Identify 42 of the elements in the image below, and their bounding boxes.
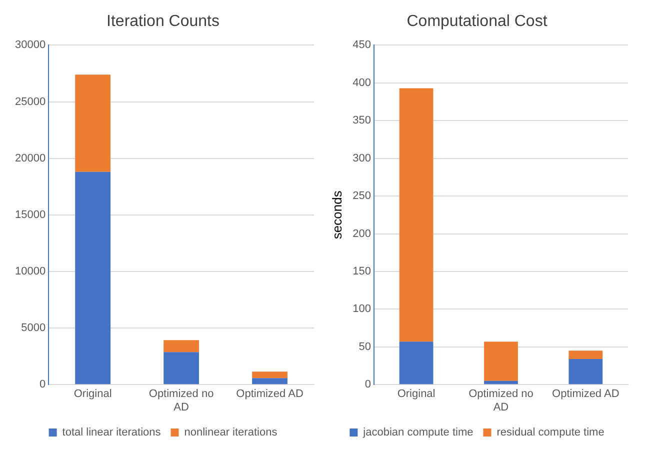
y-tick-label: 15000 bbox=[14, 208, 46, 221]
chart-title: Computational Cost bbox=[406, 13, 548, 30]
y-tick-label: 0 bbox=[364, 378, 371, 391]
bar bbox=[252, 372, 288, 378]
legend-label: residual compute time bbox=[496, 426, 604, 439]
chart-title: Iteration Counts bbox=[106, 13, 220, 30]
bar bbox=[75, 172, 111, 384]
y-tick-label: 150 bbox=[352, 266, 371, 278]
legend-label: jacobian compute time bbox=[362, 426, 474, 439]
bar bbox=[164, 352, 199, 384]
y-tick-label: 0 bbox=[39, 378, 46, 391]
y-tick-label: 10000 bbox=[14, 266, 46, 278]
y-tick-label: 350 bbox=[352, 114, 371, 127]
y-tick-label: 5000 bbox=[21, 322, 46, 334]
y-tick-label: 250 bbox=[352, 190, 371, 202]
x-tick-label: Optimized AD bbox=[552, 388, 620, 400]
y-tick-label: 25000 bbox=[14, 96, 46, 108]
x-tick-label: Original bbox=[397, 388, 436, 400]
legend-label: nonlinear iterations bbox=[184, 426, 278, 439]
bar bbox=[399, 342, 434, 384]
bar bbox=[484, 342, 518, 381]
bar bbox=[75, 74, 111, 172]
bar bbox=[399, 88, 434, 342]
x-tick-label: Optimized AD bbox=[236, 388, 304, 400]
y-tick-label: 450 bbox=[352, 39, 371, 52]
y-axis-title: seconds bbox=[329, 190, 344, 240]
bar bbox=[164, 340, 199, 352]
bar bbox=[568, 350, 603, 359]
legend-label: total linear iterations bbox=[62, 426, 162, 439]
x-tick-label: Original bbox=[74, 388, 112, 400]
x-tick-label: Optimized no AD bbox=[468, 388, 534, 414]
y-tick-label: 200 bbox=[352, 228, 371, 240]
bar bbox=[484, 380, 518, 384]
bar bbox=[252, 378, 288, 384]
y-tick-label: 50 bbox=[358, 340, 371, 353]
y-tick-label: 300 bbox=[352, 152, 371, 164]
bar bbox=[568, 358, 603, 384]
x-tick-label: Optimized no AD bbox=[148, 388, 214, 414]
y-tick-label: 400 bbox=[352, 76, 371, 89]
y-tick-label: 100 bbox=[352, 303, 371, 316]
y-tick-label: 20000 bbox=[14, 152, 46, 164]
y-tick-label: 30000 bbox=[14, 39, 46, 52]
